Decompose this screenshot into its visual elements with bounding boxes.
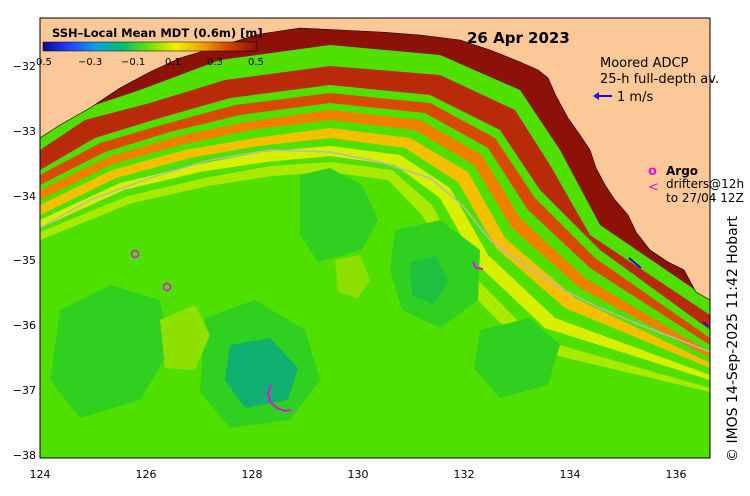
- colorbar-title: SSH–Local Mean MDT (0.6m) [m]: [52, 26, 263, 40]
- colorbar-tick: 0.1: [165, 57, 181, 68]
- argo-legend-symbol: o: [648, 164, 657, 179]
- ssh-eddy: [300, 168, 378, 262]
- y-tick-label: −38: [13, 449, 36, 462]
- x-axis: 124 126 128 130 132 134 136: [30, 468, 687, 481]
- y-axis: −32 −33 −34 −35 −36 −37 −38: [13, 60, 36, 462]
- ssh-band: [40, 18, 710, 300]
- x-tick-label: 130: [348, 468, 369, 481]
- drifter-track: [472, 261, 484, 270]
- colorbar-gradient: [42, 41, 258, 52]
- map-frame: [39, 17, 711, 459]
- argo-float-marker: [162, 282, 172, 292]
- shelf-contour: [40, 149, 710, 353]
- ssh-band: [40, 146, 710, 380]
- ssh-eddy: [410, 256, 448, 304]
- adcp-arrow: [702, 321, 709, 327]
- adcp-legend-subtitle: 25-h full-depth av.: [600, 72, 719, 87]
- ssh-eddy: [335, 255, 370, 298]
- y-tick-label: −35: [13, 254, 36, 267]
- drifter-legend-label: drifters@12h: [666, 177, 744, 191]
- drifter-track: [266, 384, 292, 413]
- y-tick-label: −33: [13, 125, 36, 138]
- colorbar-tick: −0.1: [121, 57, 145, 68]
- drifter-legend-label: to 27/04 12Z: [666, 191, 744, 205]
- ssh-eddy: [225, 338, 298, 408]
- colorbar-tick: −0.3: [78, 57, 102, 68]
- coastline: [40, 27, 710, 301]
- ssh-eddy: [474, 318, 560, 398]
- ssh-band: [40, 162, 710, 392]
- adcp-scale-arrowhead: [593, 92, 599, 100]
- argo-float-marker: [130, 249, 140, 259]
- x-tick-label: 134: [560, 468, 581, 481]
- argo-legend: o Argo < drifters@12h to 27/04 12Z: [648, 164, 744, 205]
- colorbar: SSH–Local Mean MDT (0.6m) [m] 0.5 −0.3 −…: [36, 26, 264, 68]
- colorbar-tick: 0.3: [207, 57, 223, 68]
- colorbar-tick: 0.5: [248, 57, 264, 68]
- adcp-legend-title: Moored ADCP: [600, 56, 689, 71]
- argo-legend-label: Argo: [666, 164, 698, 178]
- y-tick-label: −32: [13, 60, 36, 73]
- y-tick-label: −37: [13, 384, 36, 397]
- x-tick-label: 124: [30, 468, 51, 481]
- y-tick-label: −36: [13, 319, 36, 332]
- x-tick-label: 128: [242, 468, 263, 481]
- ssh-eddy: [50, 285, 170, 418]
- map-date: 26 Apr 2023: [467, 29, 570, 47]
- drifter-legend-symbol: <: [648, 180, 659, 195]
- y-tick-label: −34: [13, 190, 36, 203]
- adcp-scale-label: 1 m/s: [617, 90, 653, 105]
- ssh-eddy: [160, 305, 210, 370]
- x-tick-label: 136: [666, 468, 687, 481]
- adcp-arrow: [628, 257, 642, 269]
- adcp-legend: Moored ADCP 25-h full-depth av. 1 m/s: [593, 56, 719, 105]
- x-tick-label: 126: [136, 468, 157, 481]
- colorbar-tick: 0.5: [36, 57, 52, 68]
- x-tick-label: 132: [454, 468, 475, 481]
- map-plot: [40, 18, 710, 458]
- credit-text: © IMOS 14-Sep-2025 11:42 Hobart: [725, 216, 741, 462]
